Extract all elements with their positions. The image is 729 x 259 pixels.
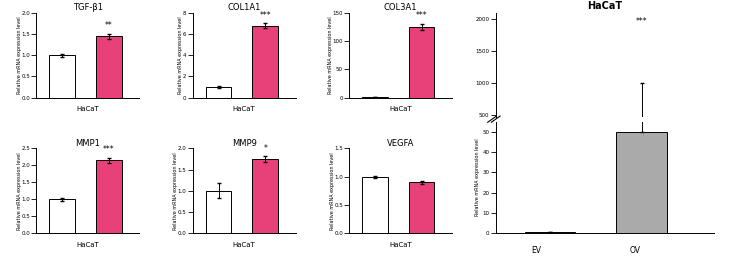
Bar (252, 159, 278, 233)
Text: ***: *** (260, 11, 271, 20)
Text: HaCaT: HaCaT (77, 106, 99, 112)
Y-axis label: Relative mRNA expression level: Relative mRNA expression level (17, 17, 22, 94)
Y-axis label: Relative mRNA expression level: Relative mRNA expression level (17, 152, 22, 229)
Bar (50, 199, 75, 233)
Title: VEGFA: VEGFA (387, 139, 414, 148)
Y-axis label: Relative mRNA expression level: Relative mRNA expression level (179, 17, 184, 94)
Text: ***: *** (636, 17, 647, 26)
Bar (617, 144, 666, 147)
Text: HaCaT: HaCaT (389, 242, 412, 248)
Bar (206, 87, 231, 98)
Text: HaCaT: HaCaT (77, 242, 99, 248)
Text: *: * (263, 144, 268, 153)
Bar (50, 55, 75, 98)
Text: **: ** (105, 21, 113, 30)
Bar (96, 160, 122, 233)
Text: EV: EV (531, 247, 541, 255)
Bar (409, 27, 434, 98)
Text: HaCaT: HaCaT (233, 106, 256, 112)
Bar (206, 191, 231, 233)
Text: HaCaT: HaCaT (389, 106, 412, 112)
Title: HaCaT: HaCaT (588, 1, 623, 11)
Y-axis label: Relative mRNA expression level: Relative mRNA expression level (475, 139, 480, 216)
Y-axis label: Relative mRNA expression level: Relative mRNA expression level (330, 152, 335, 229)
Title: MMP9: MMP9 (232, 139, 257, 148)
Title: TGF-β1: TGF-β1 (73, 3, 103, 12)
Bar (409, 182, 434, 233)
Y-axis label: Relative mRNA expression level: Relative mRNA expression level (174, 152, 178, 229)
Bar (526, 232, 575, 233)
Title: COL3A1: COL3A1 (383, 3, 417, 12)
Bar (362, 97, 388, 98)
Text: ***: *** (416, 11, 427, 20)
Text: HaCaT: HaCaT (233, 242, 256, 248)
Y-axis label: Relative mRNA expression level: Relative mRNA expression level (328, 17, 333, 94)
Title: MMP1: MMP1 (75, 139, 101, 148)
Bar (252, 26, 278, 98)
Bar (96, 36, 122, 98)
Text: ***: *** (103, 145, 114, 154)
Bar (617, 132, 666, 233)
Bar (362, 177, 388, 233)
Text: OV: OV (629, 247, 640, 255)
Title: COL1A1: COL1A1 (227, 3, 261, 12)
